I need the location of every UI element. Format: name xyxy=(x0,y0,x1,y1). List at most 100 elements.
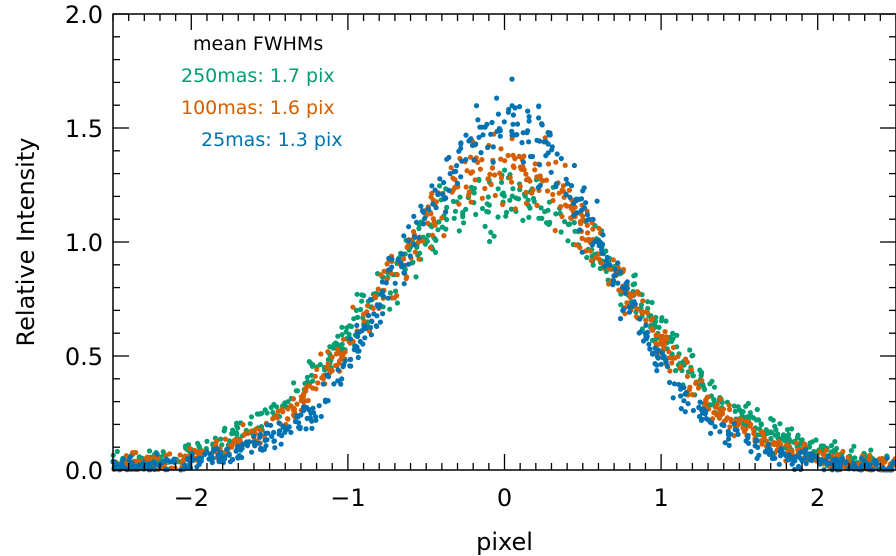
data-point xyxy=(503,213,509,219)
data-point xyxy=(451,169,457,175)
data-point xyxy=(683,356,689,362)
data-point xyxy=(636,291,642,297)
data-point xyxy=(300,408,307,414)
data-point xyxy=(851,443,857,449)
data-point xyxy=(864,461,870,467)
data-point xyxy=(333,351,339,357)
data-point xyxy=(663,359,669,365)
data-point xyxy=(553,159,559,165)
data-point xyxy=(502,158,508,164)
data-point xyxy=(368,324,374,331)
y-tick-label: 0.5 xyxy=(65,343,103,371)
data-point xyxy=(776,438,782,444)
data-point xyxy=(858,455,865,462)
data-point xyxy=(468,154,474,160)
data-point xyxy=(284,416,290,422)
data-point xyxy=(494,95,500,101)
data-point xyxy=(437,183,443,189)
data-point xyxy=(670,395,676,401)
data-point xyxy=(492,192,498,199)
data-point xyxy=(610,257,616,263)
data-point xyxy=(177,452,183,458)
data-point xyxy=(115,462,122,468)
data-point xyxy=(325,374,332,380)
data-point xyxy=(473,103,480,109)
data-point xyxy=(517,164,524,170)
data-point xyxy=(351,316,357,322)
data-point xyxy=(731,403,737,409)
data-point xyxy=(653,340,659,346)
data-point xyxy=(406,238,412,244)
data-point xyxy=(664,363,671,370)
data-point xyxy=(670,330,676,336)
data-point xyxy=(623,281,629,287)
data-point xyxy=(796,463,802,470)
data-point xyxy=(485,176,491,182)
data-point xyxy=(318,351,324,357)
data-point xyxy=(433,249,439,255)
data-point xyxy=(728,431,734,437)
data-point xyxy=(290,396,297,402)
data-point xyxy=(702,386,708,393)
data-point xyxy=(812,453,818,459)
data-point xyxy=(254,411,260,417)
data-point xyxy=(542,135,548,141)
data-point xyxy=(662,329,668,335)
data-point xyxy=(650,327,656,333)
data-point xyxy=(459,158,465,164)
data-point xyxy=(488,131,494,137)
series-0-points xyxy=(110,167,896,473)
data-point xyxy=(600,232,606,238)
data-point xyxy=(797,450,803,456)
data-point xyxy=(738,416,744,422)
data-point xyxy=(553,181,560,187)
y-tick-labels: 0.0 0.5 1.0 1.5 2.0 xyxy=(65,1,103,485)
data-point xyxy=(672,355,678,361)
data-point xyxy=(230,456,236,463)
data-point xyxy=(577,244,583,251)
data-point xyxy=(501,119,507,125)
data-point xyxy=(484,201,490,207)
data-point xyxy=(136,454,142,460)
data-point xyxy=(257,427,264,433)
data-point xyxy=(568,183,575,189)
data-point xyxy=(234,423,240,429)
data-point xyxy=(325,349,331,355)
data-point xyxy=(558,155,564,162)
y-tick-label: 1.0 xyxy=(65,229,103,257)
data-point xyxy=(454,163,460,169)
data-point xyxy=(843,459,849,465)
data-point xyxy=(329,368,335,374)
data-point xyxy=(667,379,673,386)
data-point xyxy=(610,277,617,284)
data-point xyxy=(257,432,263,438)
data-point xyxy=(611,273,617,279)
data-point xyxy=(509,193,515,199)
data-point xyxy=(189,451,195,457)
data-point xyxy=(386,267,392,273)
data-point xyxy=(537,173,543,179)
data-point xyxy=(340,364,346,370)
data-point xyxy=(236,453,242,459)
data-point xyxy=(471,185,477,191)
data-point xyxy=(403,276,409,282)
data-point xyxy=(460,214,466,220)
data-point xyxy=(666,349,672,355)
data-point xyxy=(512,132,519,138)
data-point xyxy=(666,355,672,361)
data-point xyxy=(425,206,432,212)
data-points-layer xyxy=(110,76,896,473)
data-point xyxy=(670,344,677,351)
data-point xyxy=(373,323,379,329)
data-point xyxy=(699,416,705,422)
data-point xyxy=(720,406,727,412)
data-point xyxy=(514,121,521,127)
data-point xyxy=(488,229,494,235)
data-point xyxy=(362,325,369,332)
data-point xyxy=(443,195,449,201)
data-point xyxy=(743,418,749,424)
data-point xyxy=(264,422,270,428)
data-point xyxy=(339,376,345,382)
data-point xyxy=(126,457,132,463)
data-point xyxy=(697,399,703,405)
